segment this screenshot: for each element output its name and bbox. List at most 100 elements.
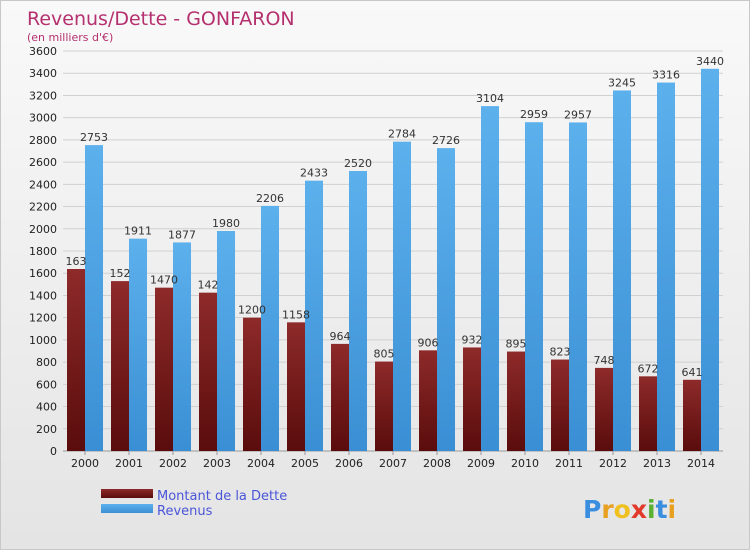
bar-dette	[199, 292, 217, 451]
bar-dette	[375, 361, 393, 451]
bar-dette	[155, 287, 173, 451]
data-label-dette: 906	[418, 336, 439, 349]
y-tick-label: 2200	[29, 201, 57, 214]
data-label-dette: 932	[462, 333, 483, 346]
bar-revenus	[613, 90, 631, 451]
x-tick-label: 2013	[643, 457, 671, 470]
x-tick-label: 2010	[511, 457, 539, 470]
bar-revenus	[481, 106, 499, 451]
data-label-revenus: 1980	[212, 217, 240, 230]
data-label-dette: 1200	[238, 304, 266, 317]
bar-revenus	[261, 205, 279, 451]
y-tick-label: 600	[36, 378, 57, 391]
legend: Montant de la Dette Revenus	[101, 489, 287, 519]
bar-revenus	[701, 68, 719, 452]
data-label-revenus: 2433	[300, 167, 328, 180]
x-tick-label: 2012	[599, 457, 627, 470]
y-tick-label: 3000	[29, 112, 57, 125]
y-tick-label: 1200	[29, 312, 57, 325]
y-tick-label: 800	[36, 356, 57, 369]
data-label-dette: 163	[66, 255, 87, 268]
data-label-dette: 1470	[150, 274, 178, 287]
data-label-dette: 672	[638, 362, 659, 375]
bar-dette	[67, 269, 85, 451]
data-label-dette: 641	[682, 366, 703, 379]
bar-revenus	[569, 122, 587, 451]
x-tick-label: 2005	[291, 457, 319, 470]
data-label-dette: 152	[110, 267, 131, 280]
bar-revenus	[657, 82, 675, 452]
y-tick-label: 400	[36, 401, 57, 414]
bar-revenus	[437, 148, 455, 451]
bar-revenus	[393, 141, 411, 451]
bar-revenus	[173, 242, 191, 451]
legend-label-revenus: Revenus	[157, 504, 213, 519]
data-label-dette: 823	[550, 346, 571, 359]
chart-title: Revenus/Dette - GONFARON	[27, 8, 295, 30]
bar-revenus	[85, 145, 103, 451]
bar-revenus	[129, 238, 147, 451]
x-tick-label: 2009	[467, 457, 495, 470]
y-tick-label: 3400	[29, 67, 57, 80]
bar-dette	[331, 343, 349, 451]
data-label-dette: 805	[374, 348, 395, 361]
legend-swatch-dette	[101, 489, 153, 498]
x-tick-label: 2003	[203, 457, 231, 470]
y-tick-label: 3200	[29, 89, 57, 102]
x-tick-label: 2011	[555, 457, 583, 470]
data-label-revenus: 2753	[80, 131, 108, 144]
data-label-revenus: 3440	[696, 55, 724, 68]
data-label-dette: 1158	[282, 308, 310, 321]
data-label-dette: 964	[330, 330, 351, 343]
data-label-revenus: 2784	[388, 128, 416, 141]
data-label-dette: 142	[198, 279, 219, 292]
bar-revenus	[349, 171, 367, 451]
y-tick-label: 200	[36, 423, 57, 436]
x-tick-label: 2002	[159, 457, 187, 470]
bar-dette	[463, 347, 481, 451]
x-tick-label: 2008	[423, 457, 451, 470]
legend-swatch-revenus	[101, 504, 153, 513]
x-tick-label: 2000	[71, 457, 99, 470]
y-tick-label: 1800	[29, 245, 57, 258]
x-tick-label: 2001	[115, 457, 143, 470]
x-tick-label: 2004	[247, 457, 275, 470]
bar-revenus	[525, 122, 543, 451]
bar-revenus	[305, 180, 323, 451]
data-label-revenus: 1911	[124, 225, 152, 238]
y-tick-label: 0	[50, 445, 57, 458]
y-tick-label: 2800	[29, 134, 57, 147]
data-label-revenus: 2957	[564, 108, 592, 121]
data-label-revenus: 2726	[432, 134, 460, 147]
bar-dette	[639, 376, 657, 451]
bar-dette	[243, 317, 261, 451]
x-tick-label: 2007	[379, 457, 407, 470]
x-tick-label: 2014	[687, 457, 715, 470]
y-tick-label: 1400	[29, 289, 57, 302]
bar-dette	[683, 379, 701, 451]
y-tick-label: 1600	[29, 267, 57, 280]
proxiti-logo: Proxiti	[583, 495, 676, 524]
bar-dette	[419, 350, 437, 451]
bar-dette	[111, 281, 129, 451]
x-tick-label: 2006	[335, 457, 363, 470]
legend-label-dette: Montant de la Dette	[157, 489, 287, 504]
bar-dette	[595, 367, 613, 451]
y-tick-label: 2000	[29, 223, 57, 236]
y-tick-label: 1000	[29, 334, 57, 347]
data-label-revenus: 2520	[344, 157, 372, 170]
bar-dette	[551, 359, 569, 451]
data-label-revenus: 3316	[652, 69, 680, 82]
y-tick-label: 2600	[29, 156, 57, 169]
data-label-dette: 748	[594, 354, 615, 367]
data-label-dette: 895	[506, 338, 527, 351]
data-label-revenus: 3104	[476, 92, 504, 105]
bar-dette	[287, 322, 305, 451]
svg-text:Proxiti: Proxiti	[583, 495, 676, 524]
chart-subtitle: (en milliers d'€)	[27, 31, 113, 44]
data-label-revenus: 3245	[608, 76, 636, 89]
data-label-revenus: 2959	[520, 108, 548, 121]
bar-revenus	[217, 231, 235, 451]
